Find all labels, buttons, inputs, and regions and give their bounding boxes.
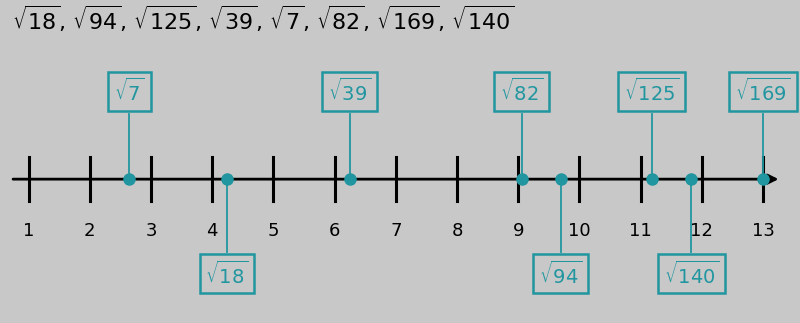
Text: 12: 12: [690, 222, 713, 240]
Text: $\sqrt{7}$: $\sqrt{7}$: [114, 78, 145, 105]
Text: $\sqrt{82}$: $\sqrt{82}$: [500, 78, 543, 105]
Text: 11: 11: [629, 222, 652, 240]
Text: 6: 6: [329, 222, 340, 240]
Text: $\sqrt{18}$: $\sqrt{18}$: [206, 260, 249, 287]
Text: 8: 8: [451, 222, 462, 240]
Text: 2: 2: [84, 222, 95, 240]
Text: $\sqrt{39}$: $\sqrt{39}$: [328, 78, 371, 105]
Text: 7: 7: [390, 222, 402, 240]
Text: 13: 13: [751, 222, 774, 240]
Text: $\sqrt{140}$: $\sqrt{140}$: [664, 260, 719, 287]
Text: 3: 3: [146, 222, 157, 240]
Text: 4: 4: [206, 222, 218, 240]
Text: 9: 9: [513, 222, 524, 240]
Text: $\sqrt{125}$: $\sqrt{125}$: [624, 78, 679, 105]
Text: 10: 10: [568, 222, 590, 240]
Text: 1: 1: [23, 222, 34, 240]
Text: $\sqrt{18}$, $\sqrt{94}$, $\sqrt{125}$, $\sqrt{39}$, $\sqrt{7}$, $\sqrt{82}$, $\: $\sqrt{18}$, $\sqrt{94}$, $\sqrt{125}$, …: [12, 4, 514, 34]
Text: 5: 5: [268, 222, 279, 240]
Text: $\sqrt{94}$: $\sqrt{94}$: [539, 260, 582, 287]
Text: $\sqrt{169}$: $\sqrt{169}$: [735, 78, 790, 105]
